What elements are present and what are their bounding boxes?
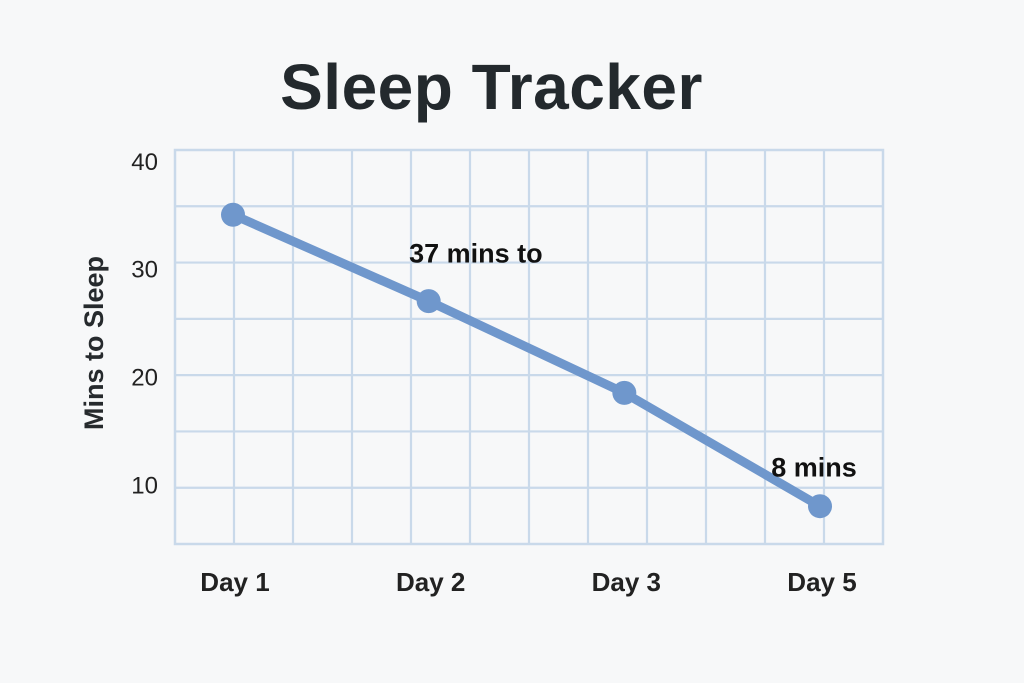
data-point: [808, 494, 832, 519]
series: [221, 202, 832, 519]
y-tick-label: 40: [131, 149, 158, 176]
series-line: [228, 210, 825, 511]
data-point: [416, 289, 441, 314]
y-tick-label: 10: [131, 473, 158, 500]
chart-title: Sleep Tracker: [280, 51, 703, 123]
annotations: 37 mins to 8 mins: [409, 239, 857, 483]
annotation-label: 37 mins to: [409, 239, 543, 269]
data-point: [612, 380, 637, 405]
y-tick-label: 30: [131, 257, 158, 284]
annotation-label: 8 mins: [771, 452, 857, 482]
grid: [173, 148, 885, 546]
y-axis-label: Mins to Sleep: [79, 256, 109, 430]
x-tick-label: Day 1: [200, 567, 269, 597]
x-tick-label: Day 2: [396, 567, 465, 597]
x-axis-ticks: Day 1 Day 2 Day 3 Day 5: [200, 567, 856, 597]
data-point: [221, 202, 245, 227]
x-tick-label: Day 3: [592, 567, 661, 597]
y-tick-label: 20: [131, 365, 158, 392]
y-axis-ticks: 10 20 30 40: [131, 149, 158, 500]
x-tick-label: Day 5: [787, 567, 856, 597]
